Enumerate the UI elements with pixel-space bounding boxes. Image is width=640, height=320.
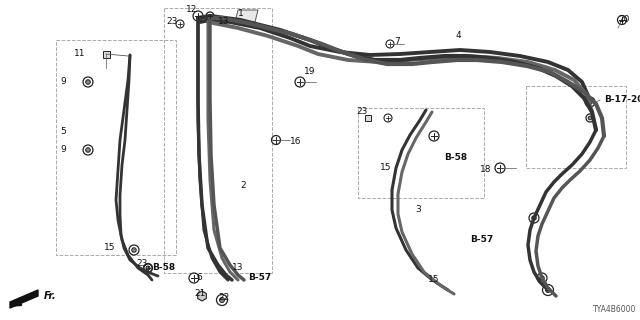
Circle shape xyxy=(146,266,150,270)
Text: 1: 1 xyxy=(238,10,244,19)
Text: 15: 15 xyxy=(428,276,440,284)
Text: 22: 22 xyxy=(218,293,229,302)
Text: 6: 6 xyxy=(196,274,202,283)
Bar xyxy=(358,108,484,198)
Circle shape xyxy=(132,248,136,252)
Text: B-57: B-57 xyxy=(470,236,493,244)
Text: 13: 13 xyxy=(218,18,230,27)
Text: 9: 9 xyxy=(60,146,66,155)
Text: B-58: B-58 xyxy=(444,154,467,163)
Text: 21: 21 xyxy=(194,290,205,299)
Circle shape xyxy=(545,288,550,292)
Circle shape xyxy=(86,80,90,84)
Text: 13: 13 xyxy=(232,263,243,273)
Text: 5: 5 xyxy=(60,127,66,137)
Text: 4: 4 xyxy=(456,31,461,41)
Bar xyxy=(102,51,109,58)
Text: TYA4B6000: TYA4B6000 xyxy=(593,305,636,314)
Text: 23: 23 xyxy=(136,260,147,268)
Text: 7: 7 xyxy=(394,37,400,46)
Text: B-58: B-58 xyxy=(152,263,175,273)
Circle shape xyxy=(86,148,90,152)
Polygon shape xyxy=(10,290,38,308)
Text: 9: 9 xyxy=(60,77,66,86)
Polygon shape xyxy=(235,10,258,22)
Text: 15: 15 xyxy=(380,164,392,172)
Bar xyxy=(56,40,176,255)
Text: 2: 2 xyxy=(240,180,246,189)
Text: 3: 3 xyxy=(415,205,420,214)
Circle shape xyxy=(532,216,536,220)
Bar xyxy=(365,115,371,121)
Polygon shape xyxy=(198,291,206,301)
Text: Fr.: Fr. xyxy=(44,291,56,301)
Circle shape xyxy=(220,298,225,302)
Text: 19: 19 xyxy=(304,68,316,76)
Circle shape xyxy=(588,116,592,120)
Text: B-17-20: B-17-20 xyxy=(604,95,640,105)
Text: 23: 23 xyxy=(356,108,367,116)
Text: 12: 12 xyxy=(186,5,197,14)
Circle shape xyxy=(540,276,544,280)
Bar xyxy=(526,86,626,168)
Text: B-57: B-57 xyxy=(248,274,271,283)
Circle shape xyxy=(588,100,592,104)
Text: 16: 16 xyxy=(290,138,301,147)
Text: 20: 20 xyxy=(618,15,629,25)
Text: 11: 11 xyxy=(74,50,86,59)
Bar xyxy=(164,8,272,273)
Text: 15: 15 xyxy=(104,244,115,252)
Text: 18: 18 xyxy=(480,165,492,174)
Text: 23: 23 xyxy=(166,18,177,27)
